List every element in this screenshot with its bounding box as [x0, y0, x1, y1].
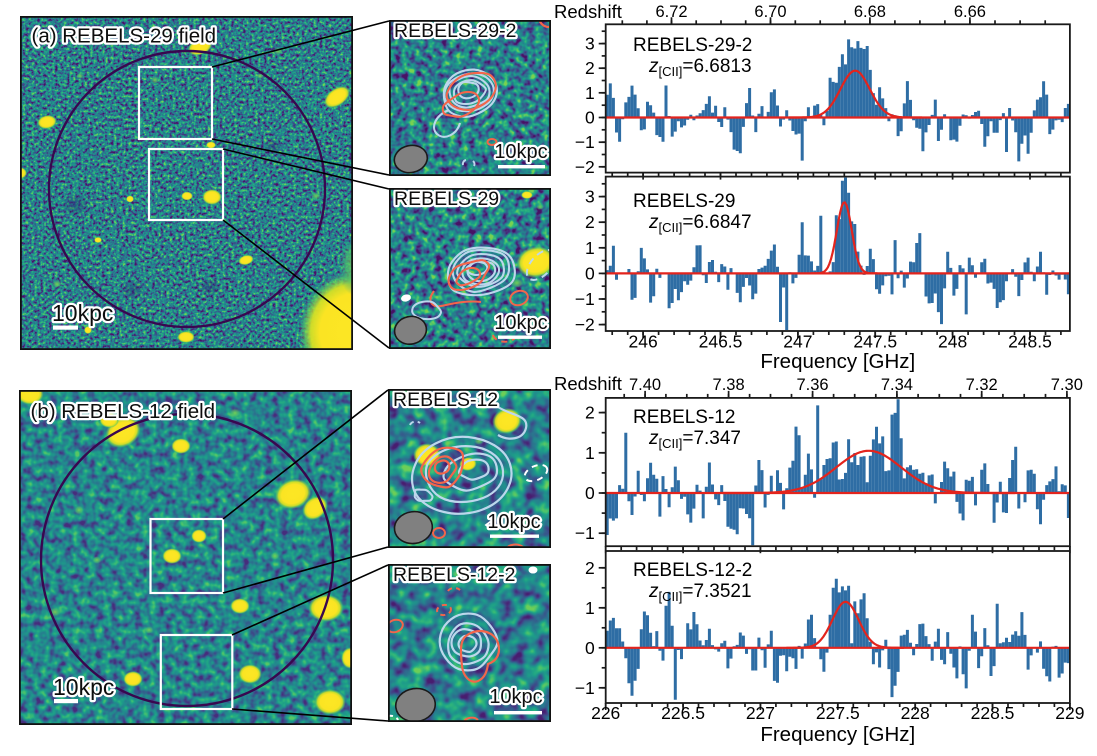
- svg-text:226: 226: [591, 703, 620, 723]
- svg-text:7.38: 7.38: [713, 376, 745, 394]
- svg-text:0: 0: [585, 263, 595, 283]
- svg-text:6.66: 6.66: [954, 3, 986, 21]
- svg-text:0: 0: [585, 108, 595, 128]
- svg-text:Frequency [GHz]: Frequency [GHz]: [760, 350, 915, 373]
- svg-text:246.5: 246.5: [699, 332, 743, 352]
- svg-text:z[CII]=7.347: z[CII]=7.347: [648, 428, 741, 451]
- svg-text:7.36: 7.36: [797, 376, 829, 394]
- svg-text:0: 0: [585, 483, 595, 503]
- svg-text:REBELS-29: REBELS-29: [633, 191, 735, 212]
- svg-text:2: 2: [585, 58, 595, 78]
- svg-text:−2: −2: [575, 157, 595, 177]
- svg-text:REBELS-12: REBELS-12: [633, 407, 735, 428]
- svg-text:247.5: 247.5: [853, 332, 897, 352]
- svg-text:1: 1: [585, 443, 595, 463]
- svg-text:7.40: 7.40: [629, 376, 661, 394]
- svg-text:Redshift: Redshift: [554, 1, 622, 22]
- svg-text:227.5: 227.5: [816, 703, 860, 723]
- svg-text:248.5: 248.5: [1008, 332, 1052, 352]
- svg-text:6.68: 6.68: [854, 3, 886, 21]
- svg-text:(b) REBELS-12 field: (b) REBELS-12 field: [31, 400, 216, 423]
- svg-text:227: 227: [746, 703, 775, 723]
- svg-text:7.30: 7.30: [1051, 376, 1083, 394]
- svg-text:−2: −2: [575, 315, 595, 335]
- svg-text:7.34: 7.34: [881, 376, 913, 394]
- svg-text:2: 2: [585, 403, 595, 423]
- svg-text:1: 1: [585, 83, 595, 103]
- svg-text:z[CII]=7.3521: z[CII]=7.3521: [648, 581, 752, 604]
- svg-text:−1: −1: [575, 132, 595, 152]
- svg-text:2: 2: [585, 212, 595, 232]
- svg-text:246: 246: [629, 332, 658, 352]
- svg-text:3: 3: [585, 34, 595, 54]
- svg-text:10kpc: 10kpc: [489, 686, 542, 708]
- svg-text:10kpc: 10kpc: [52, 300, 113, 326]
- svg-text:REBELS-29-2: REBELS-29-2: [394, 20, 516, 42]
- svg-text:247: 247: [783, 332, 812, 352]
- svg-text:2: 2: [585, 558, 595, 578]
- svg-text:228.5: 228.5: [971, 703, 1015, 723]
- svg-text:(a) REBELS-29 field: (a) REBELS-29 field: [32, 25, 217, 48]
- svg-text:Frequency [GHz]: Frequency [GHz]: [760, 723, 915, 746]
- svg-text:10kpc: 10kpc: [53, 674, 114, 700]
- svg-text:1: 1: [585, 598, 595, 618]
- svg-text:Redshift: Redshift: [554, 373, 622, 394]
- svg-text:z[CII]=6.6813: z[CII]=6.6813: [648, 56, 752, 79]
- svg-text:z[CII]=6.6847: z[CII]=6.6847: [648, 212, 752, 235]
- svg-text:10kpc: 10kpc: [487, 511, 540, 533]
- svg-text:10kpc: 10kpc: [494, 312, 547, 334]
- svg-text:6.70: 6.70: [754, 3, 786, 21]
- svg-text:0: 0: [585, 638, 595, 658]
- svg-text:REBELS-29: REBELS-29: [394, 188, 499, 210]
- svg-text:REBELS-29-2: REBELS-29-2: [633, 35, 752, 56]
- svg-text:−1: −1: [575, 678, 595, 698]
- svg-text:REBELS-12-2: REBELS-12-2: [393, 564, 515, 586]
- svg-text:1: 1: [585, 238, 595, 258]
- svg-text:229: 229: [1055, 703, 1084, 723]
- svg-text:−1: −1: [575, 289, 595, 309]
- svg-text:7.32: 7.32: [966, 376, 998, 394]
- svg-text:226.5: 226.5: [661, 703, 705, 723]
- svg-text:−1: −1: [575, 523, 595, 543]
- svg-text:228: 228: [901, 703, 930, 723]
- svg-text:REBELS-12-2: REBELS-12-2: [633, 560, 752, 581]
- svg-text:REBELS-12: REBELS-12: [393, 389, 498, 411]
- svg-text:10kpc: 10kpc: [494, 141, 547, 163]
- svg-text:3: 3: [585, 187, 595, 207]
- svg-text:6.72: 6.72: [655, 3, 687, 21]
- svg-text:248: 248: [938, 332, 967, 352]
